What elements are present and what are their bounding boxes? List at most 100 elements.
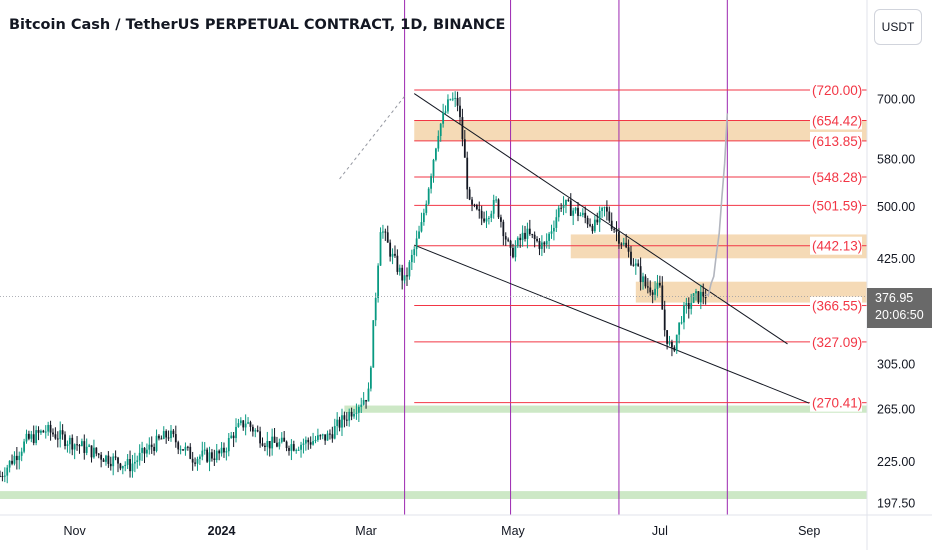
level-label: (501.59) (812, 198, 862, 213)
candle-body (54, 434, 57, 439)
candle-body (589, 224, 591, 226)
candle-body (545, 240, 548, 245)
candle-body (244, 423, 247, 428)
candle-body (560, 207, 563, 209)
candle-body (61, 430, 64, 435)
candle-body (133, 461, 136, 464)
candle-body (524, 232, 526, 239)
chart-title: Bitcoin Cash / TetherUS PERPETUAL CONTRA… (9, 17, 506, 33)
candle-body (550, 231, 553, 234)
candle-body (521, 232, 524, 241)
candle-body (8, 460, 11, 468)
candle-body (326, 433, 329, 441)
price-tick-label: 700.00 (877, 92, 915, 106)
candle-body (415, 238, 418, 250)
candle-body (374, 298, 377, 321)
candle-body (427, 188, 430, 204)
candle-body (447, 99, 449, 112)
candle-body (105, 455, 107, 462)
candle-body (606, 207, 608, 212)
candle-body (148, 444, 151, 450)
candle-body (644, 276, 647, 287)
candle-body (1, 476, 4, 478)
candle-body (321, 434, 324, 436)
candle-body (312, 441, 314, 445)
candle-body (153, 446, 156, 451)
price-tick-label: 225.00 (877, 455, 915, 469)
currency-label: USDT (881, 20, 915, 34)
candle-body (533, 234, 536, 239)
candle-body (377, 265, 380, 299)
candle-body (32, 434, 35, 443)
time-tick-label: Jul (652, 524, 668, 538)
candle-body (23, 441, 25, 452)
candle-body (553, 227, 555, 232)
candle-body (264, 445, 266, 447)
candle-body (184, 446, 187, 451)
candle-body (211, 452, 213, 459)
candle-body (406, 275, 408, 277)
level-label-bg (810, 81, 862, 99)
candle-body (630, 251, 632, 265)
candle-body (555, 217, 558, 228)
candle-body (584, 212, 587, 218)
candle-body (107, 455, 110, 464)
candle-body (401, 267, 404, 281)
candle-body (418, 231, 420, 239)
candle-body (93, 447, 95, 458)
candle-body (485, 218, 488, 222)
last-price-tag: 376.95 20:06:50 (867, 288, 932, 328)
candle-body (444, 111, 447, 113)
candle-body (288, 448, 290, 451)
candle-body (109, 463, 112, 467)
candle-body (577, 207, 579, 216)
candle-body (331, 434, 334, 439)
candle-body (699, 291, 702, 303)
candle-body (454, 97, 457, 99)
candle-body (254, 430, 257, 432)
candle-body (261, 443, 264, 446)
candle-body (30, 434, 33, 439)
candle-body (478, 209, 481, 211)
candle-body (266, 441, 269, 447)
level-label-bg (810, 332, 862, 351)
candle-body (317, 435, 319, 440)
candle-body (536, 238, 538, 241)
currency-button[interactable]: USDT (874, 9, 922, 45)
candle-body (365, 400, 367, 402)
candle-body (562, 205, 565, 208)
candle-body (333, 426, 336, 439)
candle-body (68, 437, 71, 445)
candle-body (28, 433, 30, 439)
candle-body (232, 435, 235, 439)
candle-body (449, 99, 452, 101)
candle-body (242, 420, 245, 428)
candle-body (143, 447, 146, 454)
candle-body (249, 422, 252, 427)
candle-body (394, 253, 396, 256)
candle-body (290, 444, 293, 451)
candle-body (15, 455, 18, 461)
candle-body (191, 458, 194, 463)
candle-body (695, 291, 697, 294)
candle-body (425, 203, 428, 213)
candle-body (620, 243, 623, 245)
candle-body (6, 467, 9, 476)
candle-body (646, 286, 649, 288)
candle-body (663, 309, 666, 331)
candle-body (119, 463, 122, 469)
candle-body (268, 441, 271, 449)
candle-body (538, 240, 541, 249)
candle-body (514, 246, 517, 258)
candle-body (223, 447, 225, 453)
candle-body (666, 330, 669, 344)
candle-body (410, 254, 413, 263)
level-label: (442.13) (812, 239, 862, 254)
candle-body (526, 228, 529, 239)
time-tick-label: Nov (64, 524, 87, 538)
candle-body (435, 148, 437, 160)
candle-body (276, 442, 278, 447)
candle-body (565, 199, 567, 206)
